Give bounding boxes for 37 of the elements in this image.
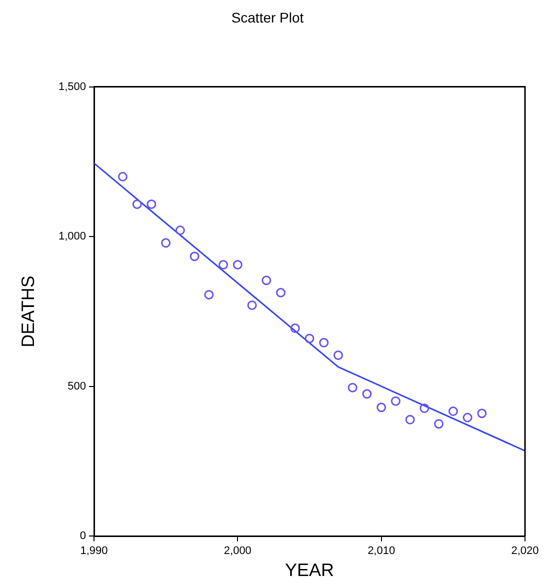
y-tick-label: 1,500: [58, 80, 86, 93]
point: [204, 290, 214, 300]
y-tick-label: 500: [68, 380, 86, 392]
point: [348, 382, 358, 392]
point: [319, 338, 329, 348]
point: [405, 414, 415, 424]
x-axis-title: YEAR: [284, 560, 334, 580]
point: [161, 238, 171, 248]
x-tick-label: 2,010: [368, 544, 396, 557]
point: [448, 406, 458, 416]
point: [118, 172, 128, 182]
point: [462, 412, 472, 422]
point: [262, 276, 272, 286]
point: [290, 324, 300, 334]
point: [434, 419, 444, 429]
point: [132, 199, 142, 209]
x-tick-label: 2,020: [511, 544, 539, 557]
y-tick-label: 1,000: [58, 230, 86, 243]
point: [333, 350, 343, 360]
point: [304, 334, 314, 344]
point: [247, 300, 257, 310]
point: [477, 408, 487, 418]
point: [146, 199, 156, 209]
point: [175, 226, 185, 236]
point: [362, 389, 372, 399]
point: [218, 260, 228, 270]
y-axis-title: DEATHS: [18, 276, 38, 348]
point: [390, 396, 400, 406]
point: [420, 404, 430, 414]
x-tick-label: 2,000: [224, 544, 252, 557]
x-tick-label: 1,990: [80, 544, 108, 557]
chart-title: Scatter Plot: [231, 9, 304, 26]
point: [376, 402, 386, 412]
point: [276, 288, 286, 298]
point: [190, 252, 200, 262]
point: [232, 260, 242, 270]
y-tick-label: 0: [80, 530, 86, 542]
